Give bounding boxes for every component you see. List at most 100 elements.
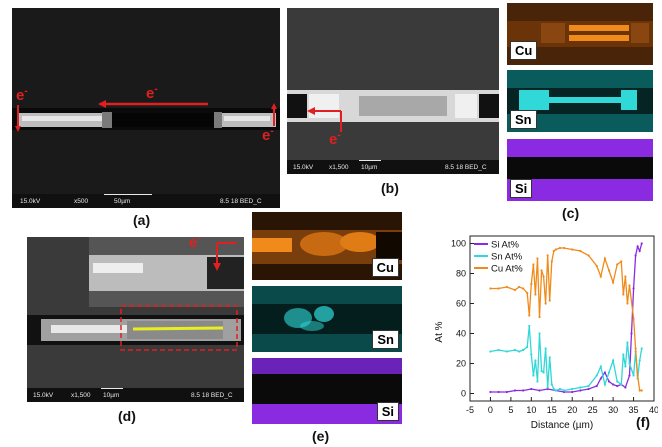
sem-a-scale-bar — [104, 194, 152, 198]
x-tick-label-1: 0 — [488, 405, 493, 415]
electron-label-d: e- — [189, 237, 201, 251]
series-point-si-6 — [538, 389, 541, 392]
series-point-cu-4 — [517, 285, 521, 289]
electron-label-b: e- — [329, 130, 341, 148]
series-point-sn-33 — [622, 353, 625, 356]
chart-legend: Si At%Sn At%Cu At% — [474, 240, 523, 275]
series-point-cu-10 — [534, 293, 537, 296]
series-point-si-17 — [612, 383, 615, 386]
series-point-cu-41 — [640, 389, 643, 392]
series-point-si-3 — [513, 389, 517, 392]
y-tick-label-5: 100 — [451, 239, 466, 249]
series-point-cu-20 — [554, 248, 557, 251]
series-point-cu-12 — [538, 315, 541, 319]
sem-image-d: e- 15.0kV x1,500 10µm 8.5 18 BED_C — [27, 237, 244, 402]
map-label-si-e: Si — [376, 402, 399, 421]
series-point-cu-16 — [546, 254, 549, 257]
series-point-sn-24 — [579, 386, 582, 389]
series-point-sn-40 — [638, 359, 641, 362]
series-point-cu-35 — [626, 302, 629, 305]
series-point-sn-15 — [544, 347, 547, 350]
x-tick-label-0: -5 — [466, 405, 474, 415]
series-point-sn-2 — [505, 350, 508, 353]
series-point-cu-19 — [552, 249, 555, 253]
series-point-sn-6 — [526, 345, 529, 349]
series-point-sn-7 — [528, 324, 531, 328]
series-line-cu — [490, 247, 642, 392]
y-tick-label-0: 0 — [461, 389, 466, 399]
panel-label-e: (e) — [312, 428, 330, 444]
sem-a-scale: 50µm — [114, 198, 131, 205]
plot-frame — [469, 235, 655, 402]
series-point-cu-9 — [532, 263, 535, 266]
series-point-si-10 — [571, 390, 574, 394]
series-point-sn-26 — [595, 374, 598, 377]
map-sn-c: Sn — [507, 70, 653, 132]
series-point-si-5 — [530, 387, 533, 391]
panel-label-d: (d) — [118, 408, 136, 424]
sem-image-a: e- e- e- 15.0kV x500 50µm 8.5 18 BED_C — [12, 8, 280, 208]
series-point-cu-37 — [632, 317, 635, 320]
series-point-si-26 — [638, 249, 641, 253]
series-point-sn-28 — [603, 383, 607, 386]
series-point-si-24 — [634, 254, 637, 257]
x-tick-label-4: 15 — [547, 405, 557, 415]
series-point-cu-11 — [536, 257, 539, 260]
series-point-cu-7 — [528, 314, 531, 317]
x-axis-label: Distance (µm) — [531, 420, 593, 431]
series-point-sn-31 — [616, 380, 619, 383]
series-point-sn-35 — [626, 341, 629, 344]
sem-d-info: 8.5 18 BED_C — [191, 392, 233, 399]
series-point-cu-15 — [544, 302, 547, 305]
series-point-cu-25 — [587, 254, 590, 257]
series-point-si-15 — [603, 371, 607, 374]
sem-b-scale: 10µm — [361, 164, 378, 171]
legend-entry-0: Si At% — [491, 240, 520, 251]
series-point-cu-21 — [558, 246, 562, 250]
map-label-sn-e: Sn — [372, 330, 399, 349]
series-point-cu-2 — [505, 285, 508, 289]
series-point-sn-30 — [612, 359, 615, 362]
series-point-sn-21 — [558, 387, 562, 391]
series-point-si-18 — [616, 384, 619, 388]
series-point-cu-13 — [540, 269, 543, 272]
sem-d-mag: x1,500 — [71, 392, 91, 399]
series-point-cu-5 — [522, 287, 525, 290]
sem-d-specimen — [27, 237, 244, 388]
x-tick-label-7: 30 — [608, 405, 618, 415]
series-point-cu-40 — [638, 389, 641, 392]
series-point-si-20 — [624, 386, 627, 389]
series-point-sn-37 — [632, 374, 635, 377]
sem-a-specimen — [12, 8, 280, 194]
series-point-sn-22 — [562, 389, 566, 392]
sem-b-kv: 15.0kV — [293, 164, 314, 171]
series-point-cu-30 — [612, 281, 615, 284]
series-point-si-11 — [579, 389, 582, 392]
y-tick-label-3: 60 — [456, 299, 466, 309]
series-point-sn-27 — [599, 365, 602, 368]
sem-b-info-bar: 15.0kV x1,500 10µm 8.5 18 BED_C — [287, 160, 499, 174]
series-point-cu-28 — [603, 257, 607, 260]
series-point-sn-10 — [534, 359, 537, 362]
electron-label-a-right: e- — [262, 126, 274, 144]
series-point-sn-5 — [522, 348, 525, 352]
map-label-cu-c: Cu — [510, 41, 538, 60]
x-tick-label-6: 25 — [588, 405, 598, 415]
series-point-cu-31 — [616, 263, 619, 266]
series-point-sn-34 — [624, 365, 627, 368]
series-point-si-12 — [587, 387, 590, 391]
x-tick-label-9: 40 — [649, 405, 658, 415]
series-point-cu-1 — [497, 287, 500, 290]
panel-label-a: (a) — [133, 212, 151, 228]
series-point-sn-32 — [620, 383, 623, 386]
map-label-si-c: Si — [510, 179, 533, 198]
series-point-sn-12 — [538, 332, 541, 335]
series-point-cu-27 — [599, 275, 602, 278]
electron-label-a-left: e- — [16, 86, 28, 104]
series-point-sn-23 — [571, 387, 574, 391]
series-point-cu-8 — [530, 282, 533, 286]
sem-d-scale: 10µm — [103, 392, 120, 399]
series-point-cu-36 — [628, 284, 631, 287]
series-point-sn-29 — [607, 371, 611, 374]
series-point-si-0 — [489, 390, 492, 394]
